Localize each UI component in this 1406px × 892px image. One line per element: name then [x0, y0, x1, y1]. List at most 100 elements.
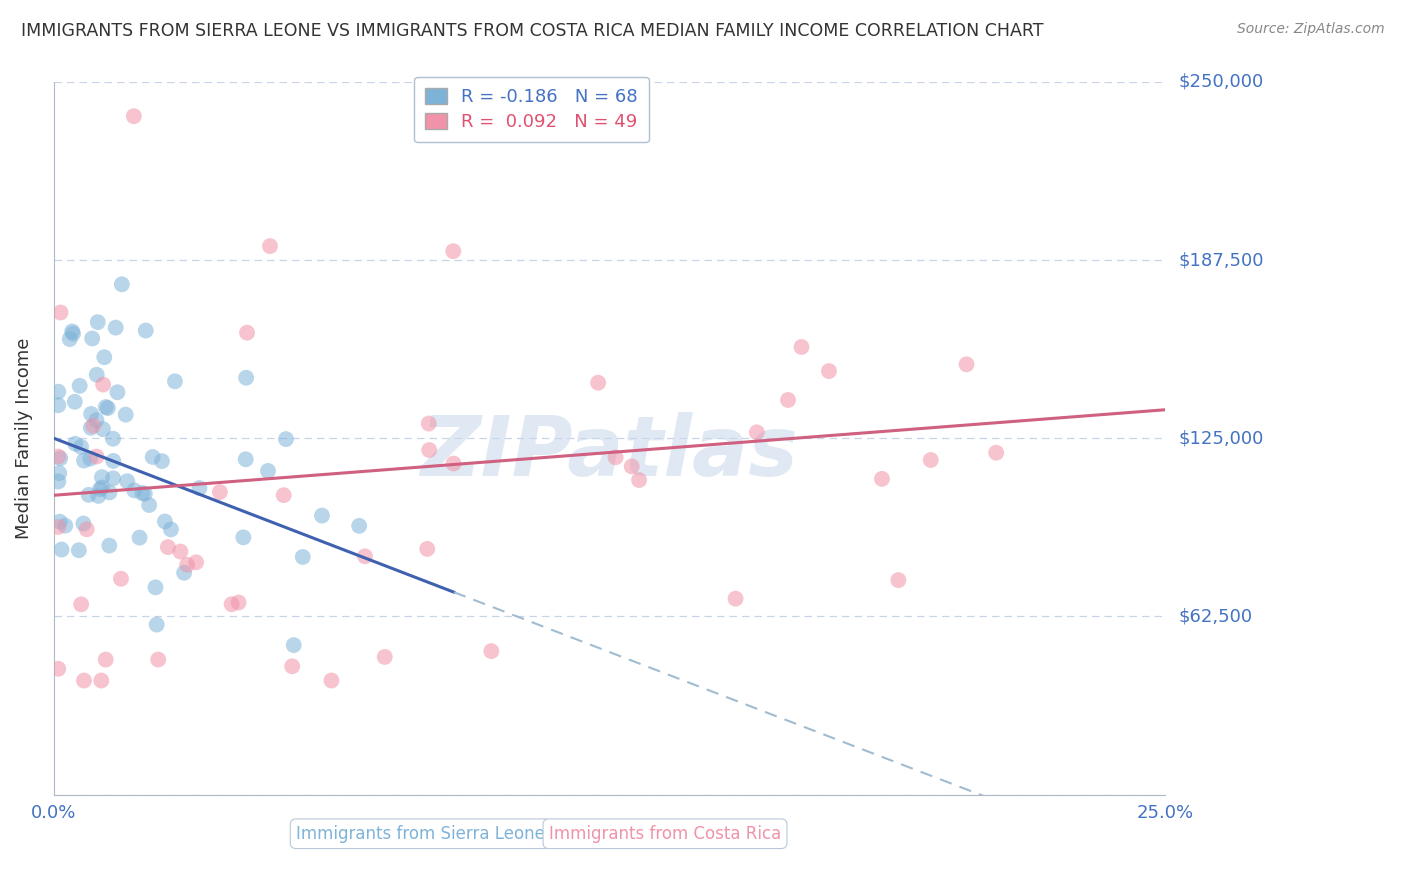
Point — [94, 400, 117, 414]
Point — [128, 531, 150, 545]
Point — [49, 515, 72, 529]
Point — [86, 413, 108, 427]
Point — [134, 487, 156, 501]
Point — [67, 543, 90, 558]
Point — [73, 453, 96, 467]
Point — [46, 475, 69, 489]
Point — [87, 489, 110, 503]
Point — [818, 364, 841, 378]
Point — [131, 486, 153, 500]
Text: Immigrants from Costa Rica: Immigrants from Costa Rica — [548, 825, 782, 843]
Point — [82, 418, 104, 433]
Point — [73, 673, 96, 688]
Point — [70, 440, 93, 454]
Point — [62, 326, 84, 341]
Point — [586, 376, 609, 390]
Point — [354, 549, 377, 564]
Point — [321, 673, 343, 688]
Point — [114, 408, 136, 422]
Text: $62,500: $62,500 — [1180, 607, 1253, 625]
Point — [628, 473, 651, 487]
Point — [90, 673, 112, 688]
Point — [91, 481, 114, 495]
Point — [418, 443, 440, 458]
Point — [124, 483, 146, 498]
Point — [416, 541, 439, 556]
Point — [79, 451, 101, 466]
Point — [311, 508, 333, 523]
Point — [441, 244, 464, 259]
Point — [620, 459, 643, 474]
Point — [257, 464, 280, 478]
Point — [236, 326, 259, 340]
Point — [232, 530, 254, 544]
Point — [790, 340, 813, 354]
Point — [443, 457, 465, 471]
Point — [235, 370, 257, 384]
Point — [48, 466, 70, 480]
Point — [97, 401, 120, 415]
Point — [228, 595, 250, 609]
Point — [870, 472, 893, 486]
Point — [51, 542, 73, 557]
Point — [98, 539, 121, 553]
Point — [80, 421, 103, 435]
Point — [281, 659, 304, 673]
Point — [745, 425, 768, 440]
Y-axis label: Median Family Income: Median Family Income — [15, 337, 32, 539]
Text: IMMIGRANTS FROM SIERRA LEONE VS IMMIGRANTS FROM COSTA RICA MEDIAN FAMILY INCOME : IMMIGRANTS FROM SIERRA LEONE VS IMMIGRAN… — [21, 22, 1043, 40]
Point — [887, 573, 910, 587]
Point — [160, 523, 183, 537]
Point — [145, 580, 167, 594]
Point — [986, 445, 1008, 459]
Point — [69, 379, 91, 393]
Point — [91, 470, 114, 484]
Point — [59, 332, 82, 346]
Point — [80, 407, 103, 421]
Point — [70, 598, 93, 612]
Point — [188, 481, 211, 495]
Point — [221, 597, 243, 611]
Point — [111, 277, 134, 292]
Point — [122, 109, 145, 123]
Point — [53, 518, 76, 533]
Point — [46, 384, 69, 399]
Point — [72, 516, 94, 531]
Point — [156, 540, 179, 554]
Point — [283, 638, 305, 652]
Point — [274, 432, 297, 446]
Legend: R = -0.186   N = 68, R =  0.092   N = 49: R = -0.186 N = 68, R = 0.092 N = 49 — [415, 77, 648, 142]
Point — [724, 591, 747, 606]
Point — [91, 377, 114, 392]
Point — [91, 422, 114, 436]
Point — [776, 392, 799, 407]
Point — [101, 471, 124, 485]
Point — [150, 454, 173, 468]
Point — [87, 315, 110, 329]
Point — [46, 398, 69, 412]
Point — [138, 498, 160, 512]
Point — [46, 520, 69, 534]
Point — [104, 320, 127, 334]
Point — [163, 375, 186, 389]
Point — [173, 566, 195, 580]
Point — [259, 239, 281, 253]
Point — [63, 394, 86, 409]
Point — [169, 544, 191, 558]
Point — [142, 450, 165, 464]
Point — [77, 488, 100, 502]
Text: $125,000: $125,000 — [1180, 429, 1264, 447]
Point — [135, 324, 157, 338]
Point — [65, 436, 87, 450]
Point — [374, 649, 396, 664]
Point — [110, 572, 132, 586]
Point — [93, 350, 115, 364]
Point — [46, 450, 69, 464]
Point — [76, 522, 98, 536]
Point — [605, 450, 627, 465]
Point — [103, 454, 125, 468]
Point — [60, 325, 83, 339]
Point — [153, 515, 176, 529]
Text: Immigrants from Sierra Leone: Immigrants from Sierra Leone — [297, 825, 546, 843]
Point — [86, 450, 108, 464]
